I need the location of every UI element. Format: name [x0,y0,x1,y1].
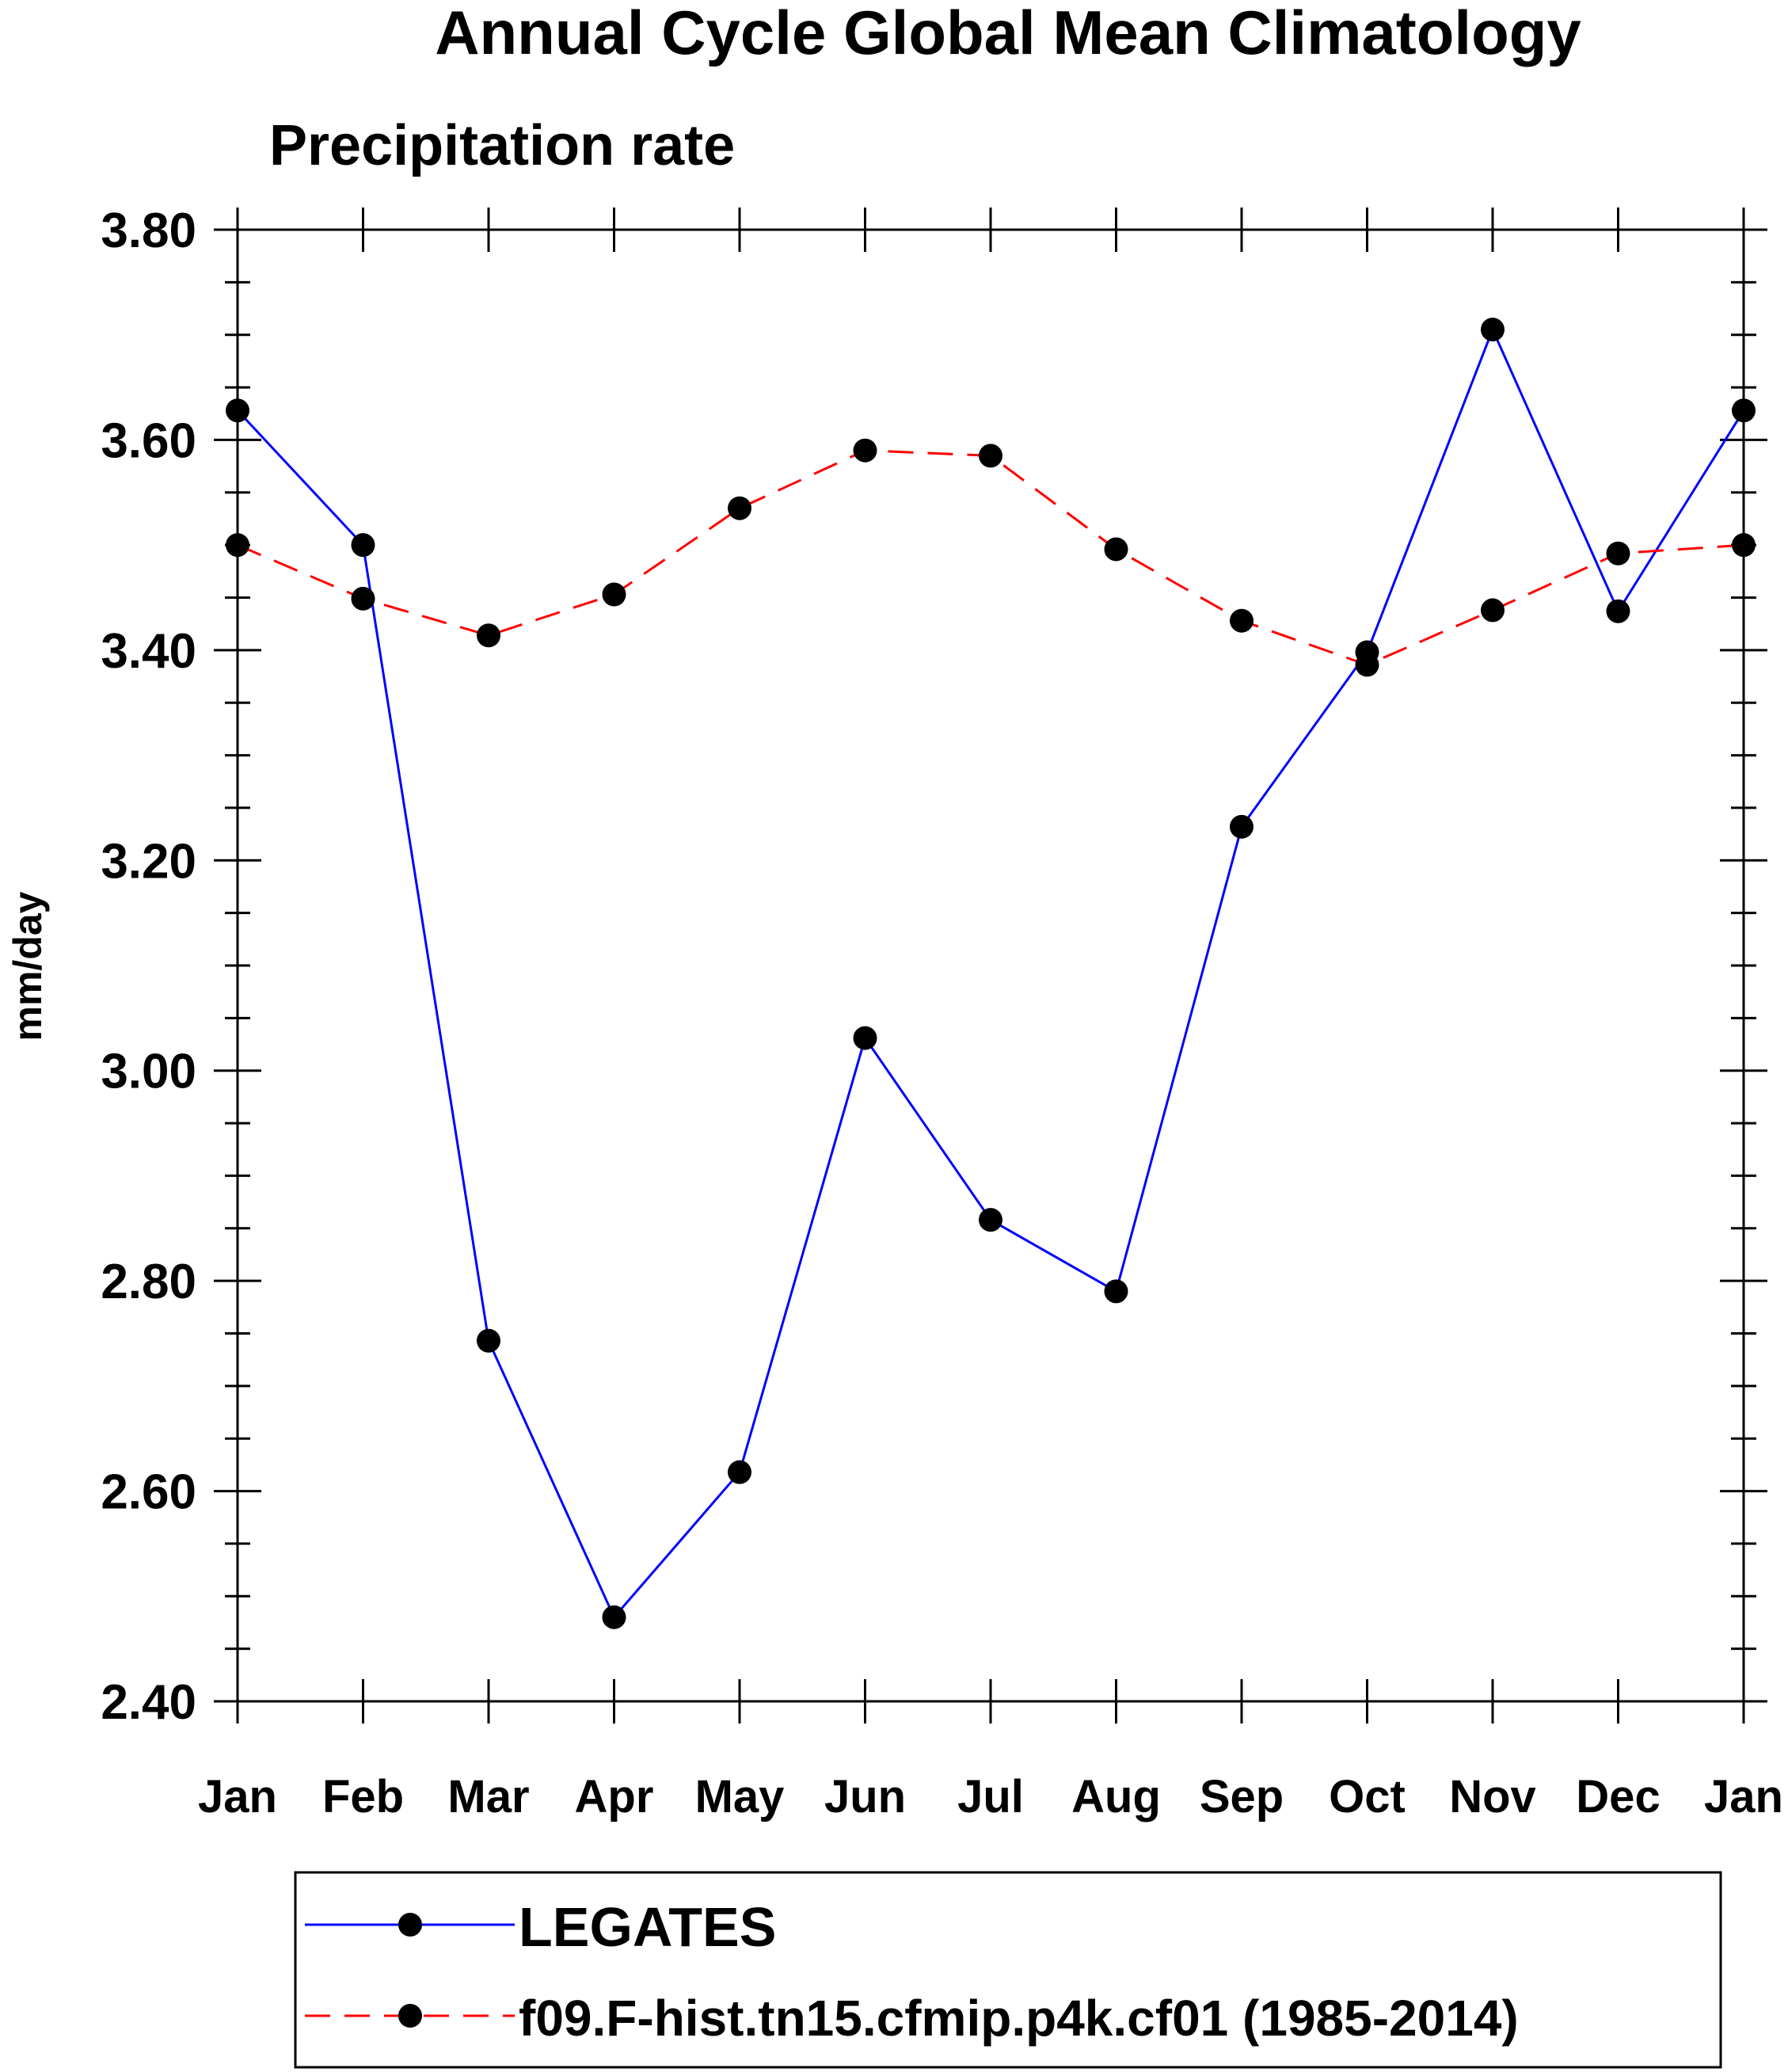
series-point-0 [477,1328,500,1353]
series-point-1 [1481,598,1505,623]
series-point-0 [1481,318,1505,342]
series-point-1 [853,438,877,463]
series-point-0 [979,1208,1002,1232]
x-tick-label: May [695,1771,785,1823]
series-point-0 [728,1460,751,1484]
legend-box [294,1871,1722,2069]
series-point-0 [1732,398,1756,423]
series-point-0 [853,1026,877,1050]
x-tick-label: Jan [198,1771,277,1823]
x-tick-label: Dec [1576,1771,1660,1823]
x-tick-label: Sep [1200,1771,1284,1823]
x-tick-label: Feb [322,1771,404,1823]
y-tick-label: 3.80 [101,204,196,258]
x-tick-label: Jan [1704,1771,1783,1823]
y-tick-label: 3.00 [101,1045,196,1099]
series-point-0 [1230,814,1254,839]
series-layer [226,318,1756,1629]
x-tick-label: Apr [575,1771,654,1823]
series-point-1 [1606,541,1630,566]
x-tick-label: Aug [1071,1771,1161,1823]
series-point-1 [602,582,626,607]
series-point-1 [1355,653,1379,677]
y-tick-label: 3.20 [101,834,196,889]
x-tick-label: Oct [1329,1771,1406,1823]
legend: LEGATES f09.F-hist.tn15.cfmip.p4k.cf01 (… [294,1871,1722,2069]
series-point-0 [602,1605,626,1629]
series-point-0 [1104,1279,1128,1304]
y-tick-label: 2.40 [101,1675,196,1730]
legend-marker-model [398,2004,422,2028]
series-point-1 [728,496,751,520]
series-point-1 [351,586,375,611]
x-tick-label: Jun [824,1771,906,1823]
series-line-0 [236,326,1745,1620]
series-point-0 [226,398,249,423]
series-line-1 [237,449,1744,667]
series-point-0 [351,533,375,558]
y-tick-labels: 2.40 2.60 2.80 3.00 3.20 3.40 3.60 3.80 [101,204,196,1730]
chart-subtitle: Precipitation rate [269,114,735,177]
legend-label-model: f09.F-hist.tn15.cfmip.p4k.cf01 (1985-201… [519,1990,1519,2047]
series-point-1 [477,623,500,648]
series-point-1 [979,444,1002,468]
plot-frame [236,228,1745,1703]
y-axis-label: mm/day [6,891,50,1041]
x-tick-labels: Jan Feb Mar Apr May Jun Jul Aug Sep Oct Nov Dec Jan [198,1771,1783,1823]
x-tick-label: Nov [1449,1771,1536,1823]
y-tick-label: 3.40 [101,624,196,679]
series-point-1 [226,533,249,558]
legend-label-legates: LEGATES [519,1896,776,1958]
y-tick-label: 2.80 [101,1255,196,1309]
chart-title: Annual Cycle Global Mean Climatology [435,0,1581,67]
legend-marker-legates [398,1913,422,1937]
series-point-1 [1104,537,1128,562]
tick-marks [214,208,1767,1723]
x-tick-label: Jul [957,1771,1024,1823]
series-point-0 [1606,599,1630,623]
y-tick-label: 2.60 [101,1465,196,1520]
series-point-1 [1230,608,1254,633]
x-tick-label: Mar [447,1771,529,1823]
series-point-1 [1732,533,1756,558]
y-tick-label: 3.60 [101,413,196,468]
